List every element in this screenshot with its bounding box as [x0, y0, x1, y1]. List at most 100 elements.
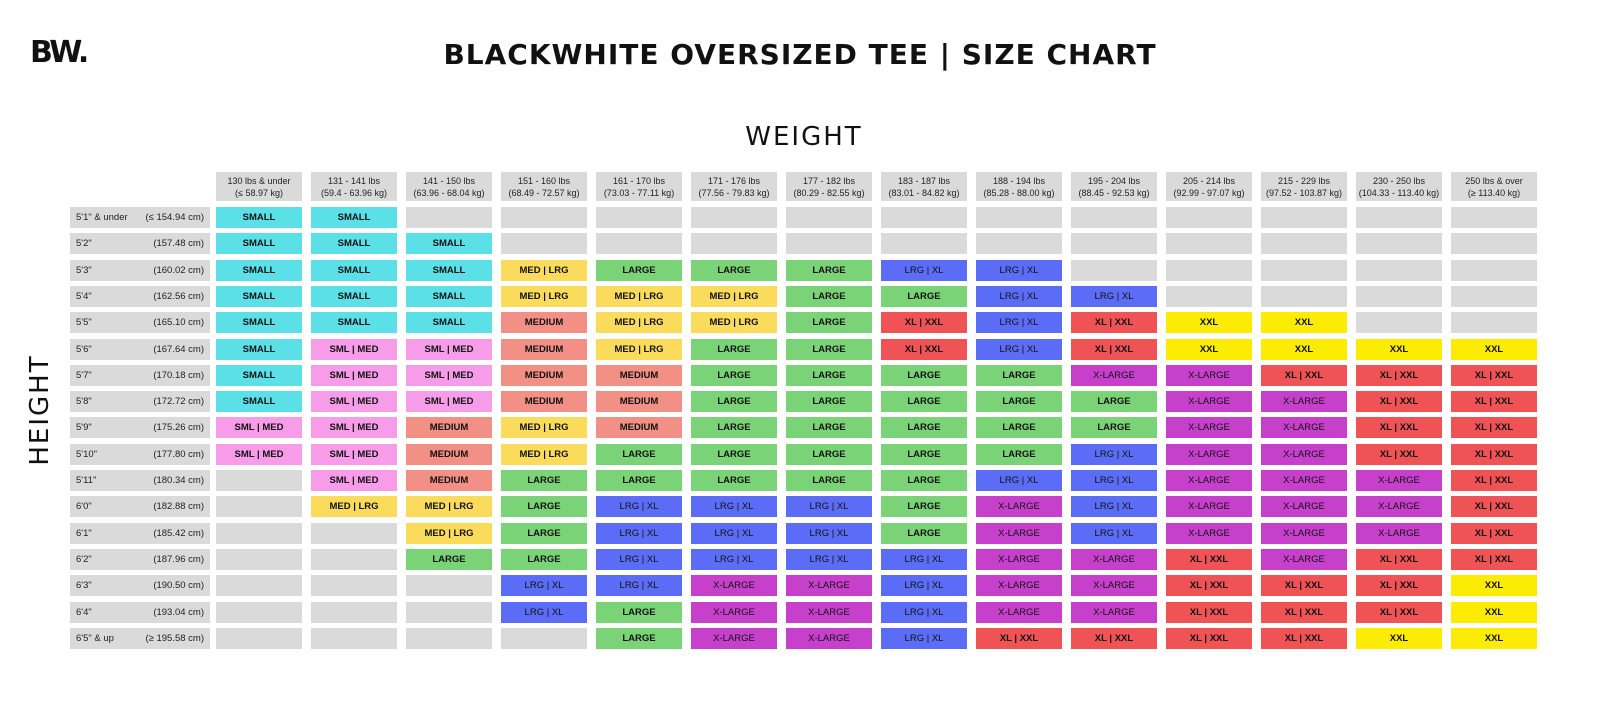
weight-lbs: 141 - 150 lbs	[422, 175, 476, 186]
empty-cell	[311, 575, 397, 596]
height-ft: 5'8"	[76, 396, 92, 407]
size-cell: LRG | XL	[596, 549, 682, 570]
empty-cell	[216, 549, 302, 570]
empty-cell	[1166, 233, 1252, 254]
weight-lbs: 188 - 194 lbs	[992, 175, 1046, 186]
size-cell: XL | XXL	[1356, 575, 1442, 596]
height-ft: 6'4"	[76, 607, 92, 618]
size-cell: LRG | XL	[1071, 523, 1157, 544]
empty-cell	[501, 233, 587, 254]
height-ft: 5'7"	[76, 370, 92, 381]
empty-cell	[406, 207, 492, 228]
size-cell: LRG | XL	[596, 496, 682, 517]
empty-cell	[406, 628, 492, 649]
size-cell: MED | LRG	[691, 312, 777, 333]
weight-header: 215 - 229 lbs (97.52 - 103.87 kg)	[1261, 172, 1347, 201]
size-cell: LRG | XL	[501, 602, 587, 623]
height-cm: (182.88 cm)	[153, 501, 204, 512]
empty-cell	[976, 207, 1062, 228]
size-cell: X-LARGE	[1071, 365, 1157, 386]
height-ft: 5'6"	[76, 344, 92, 355]
height-ft: 6'3"	[76, 580, 92, 591]
size-cell: LARGE	[976, 417, 1062, 438]
size-cell: MED | LRG	[596, 312, 682, 333]
size-cell: XL | XXL	[1166, 628, 1252, 649]
weight-lbs: 195 - 204 lbs	[1087, 175, 1141, 186]
height-cm: (185.42 cm)	[153, 528, 204, 539]
size-cell: X-LARGE	[1166, 444, 1252, 465]
height-row-header: 5'4" (162.56 cm)	[70, 286, 210, 307]
weight-header: 205 - 214 lbs (92.99 - 97.07 kg)	[1166, 172, 1252, 201]
empty-cell	[786, 233, 872, 254]
size-cell: LARGE	[976, 391, 1062, 412]
size-cell: LARGE	[881, 391, 967, 412]
weight-lbs: 230 - 250 lbs	[1372, 175, 1426, 186]
size-cell: MED | LRG	[501, 286, 587, 307]
size-cell: MED | LRG	[501, 260, 587, 281]
size-cell: XXL	[1451, 575, 1537, 596]
size-cell: LRG | XL	[1071, 496, 1157, 517]
empty-cell	[596, 207, 682, 228]
size-cell: LARGE	[501, 470, 587, 491]
size-cell: XL | XXL	[1166, 602, 1252, 623]
height-cm: (165.10 cm)	[153, 317, 204, 328]
empty-cell	[311, 602, 397, 623]
size-cell: LARGE	[691, 365, 777, 386]
size-cell: X-LARGE	[1261, 496, 1347, 517]
weight-lbs: 215 - 229 lbs	[1277, 175, 1331, 186]
size-cell: LRG | XL	[1071, 470, 1157, 491]
size-cell: XXL	[1261, 312, 1347, 333]
weight-lbs: 250 lbs & over	[1465, 175, 1523, 186]
empty-cell	[1356, 207, 1442, 228]
size-cell: LARGE	[501, 549, 587, 570]
height-axis-label: HEIGHT	[25, 354, 55, 466]
height-row-header: 6'3" (190.50 cm)	[70, 575, 210, 596]
empty-cell	[406, 602, 492, 623]
height-ft: 6'1"	[76, 528, 92, 539]
size-cell: X-LARGE	[1261, 523, 1347, 544]
size-cell: LARGE	[881, 417, 967, 438]
weight-lbs: 171 - 176 lbs	[707, 175, 761, 186]
size-cell: XL | XXL	[1261, 628, 1347, 649]
size-cell: SML | MED	[406, 365, 492, 386]
size-cell: X-LARGE	[1261, 549, 1347, 570]
size-cell: LRG | XL	[691, 523, 777, 544]
weight-header: 195 - 204 lbs (88.45 - 92.53 kg)	[1071, 172, 1157, 201]
weight-kg: (63.96 - 68.04 kg)	[413, 187, 485, 198]
size-cell: LARGE	[1071, 391, 1157, 412]
size-cell: LARGE	[786, 391, 872, 412]
weight-kg: (80.29 - 82.55 kg)	[793, 187, 865, 198]
empty-cell	[1166, 207, 1252, 228]
empty-cell	[311, 628, 397, 649]
empty-cell	[1451, 233, 1537, 254]
size-cell: X-LARGE	[786, 575, 872, 596]
weight-kg: (85.28 - 88.00 kg)	[983, 187, 1055, 198]
height-cm: (160.02 cm)	[153, 265, 204, 276]
size-cell: MEDIUM	[596, 391, 682, 412]
height-ft: 5'11"	[76, 475, 97, 486]
size-cell: LARGE	[691, 260, 777, 281]
size-cell: LARGE	[786, 339, 872, 360]
weight-kg: (97.52 - 103.87 kg)	[1265, 187, 1343, 198]
height-ft: 6'2"	[76, 554, 92, 565]
empty-cell	[216, 575, 302, 596]
size-cell: LRG | XL	[1071, 444, 1157, 465]
height-ft: 5'1" & under	[76, 212, 128, 223]
size-cell: XL | XXL	[1356, 391, 1442, 412]
size-cell: LARGE	[881, 286, 967, 307]
size-cell: X-LARGE	[691, 628, 777, 649]
height-row-header: 5'3" (160.02 cm)	[70, 260, 210, 281]
weight-kg: (73.03 - 77.11 kg)	[603, 187, 675, 198]
size-cell: LARGE	[786, 365, 872, 386]
weight-header: 177 - 182 lbs (80.29 - 82.55 kg)	[786, 172, 872, 201]
height-cm: (190.50 cm)	[153, 580, 204, 591]
size-cell: X-LARGE	[1356, 470, 1442, 491]
size-cell: X-LARGE	[786, 602, 872, 623]
size-cell: SMALL	[311, 207, 397, 228]
empty-cell	[1356, 312, 1442, 333]
size-cell: X-LARGE	[1261, 417, 1347, 438]
height-ft: 6'5" & up	[76, 633, 114, 644]
weight-lbs: 161 - 170 lbs	[612, 175, 666, 186]
empty-cell	[1166, 260, 1252, 281]
size-cell: MEDIUM	[501, 339, 587, 360]
